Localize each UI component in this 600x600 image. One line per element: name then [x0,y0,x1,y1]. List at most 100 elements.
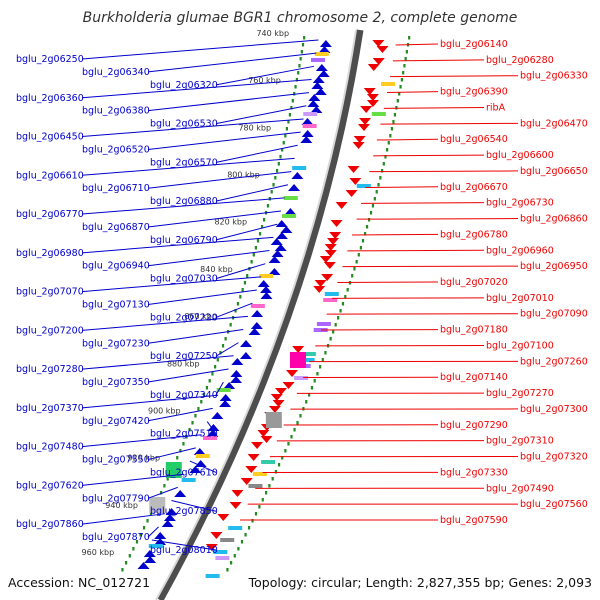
gene-label-forward[interactable]: bglu_2g06320 [150,80,218,91]
scale-tick-mark [256,239,260,243]
gene-leader-line [147,250,270,267]
scale-label: 820 kbp [214,218,247,227]
gene-label-reverse[interactable]: bglu_2g06860 [520,214,588,225]
gene-label-forward[interactable]: bglu_2g07420 [82,416,150,427]
gene-label-reverse[interactable]: bglu_2g07270 [486,388,554,399]
gene-label-forward[interactable]: bglu_2g06380 [82,106,150,117]
gene-leader-line [147,289,257,305]
gene-label-forward[interactable]: bglu_2g07860 [16,519,84,530]
gene-label-forward[interactable]: bglu_2g07370 [16,403,84,414]
scale-tick-mark [230,561,233,565]
gene-label-forward[interactable]: bglu_2g07350 [82,377,150,388]
gene-label-forward[interactable]: bglu_2g07870 [82,532,150,543]
scale-label: 880 kbp [167,359,200,368]
feature-block [302,124,317,128]
gene-label-reverse[interactable]: bglu_2g07560 [520,499,588,510]
gene-label-reverse[interactable]: bglu_2g06140 [440,39,508,50]
gene-label-forward[interactable]: bglu_2g07200 [16,325,84,336]
gene-label-reverse[interactable]: bglu_2g07590 [440,515,508,526]
gene-label-reverse[interactable]: bglu_2g06650 [520,166,588,177]
gene-leader-line [369,170,519,173]
gene-leader-line [147,486,178,499]
forward-gene-arrow [223,382,236,389]
gene-label-forward[interactable]: bglu_2g07610 [150,467,218,478]
gene-label-forward[interactable]: bglu_2g07230 [82,338,150,349]
scale-tick-mark [363,232,367,236]
gene-leader-line [81,157,295,176]
gene-label-reverse[interactable]: bglu_2g06780 [440,229,508,240]
gene-label-reverse[interactable]: ribA [486,102,506,113]
gene-label-reverse[interactable]: bglu_2g07300 [520,404,588,415]
reverse-gene-arrow [292,346,305,353]
gene-label-reverse[interactable]: bglu_2g06670 [440,182,508,193]
reverse-gene-arrow [366,100,379,107]
gene-label-reverse[interactable]: bglu_2g07140 [440,372,508,383]
scale-tick-mark [277,463,281,467]
gene-label-forward[interactable]: bglu_2g07220 [150,312,218,323]
gene-label-forward[interactable]: bglu_2g07280 [16,364,84,375]
gene-label-forward[interactable]: bglu_2g06340 [82,67,150,78]
gene-label-reverse[interactable]: bglu_2g06390 [440,87,508,98]
gene-label-forward[interactable]: bglu_2g06870 [82,222,150,233]
gene-label-forward[interactable]: bglu_2g06360 [16,93,84,104]
gene-leader-line [215,184,289,202]
reverse-gene-arrow [268,406,281,413]
gene-label-reverse[interactable]: bglu_2g07260 [520,356,588,367]
gene-label-reverse[interactable]: bglu_2g06950 [520,261,588,272]
gene-label-reverse[interactable]: bglu_2g06540 [440,134,508,145]
gene-label-forward[interactable]: bglu_2g06450 [16,132,84,143]
gene-label-forward[interactable]: bglu_2g06770 [16,209,84,220]
gene-label-reverse[interactable]: bglu_2g07330 [440,467,508,478]
gene-label-forward[interactable]: bglu_2g07480 [16,442,84,453]
gene-label-forward[interactable]: bglu_2g07550 [82,455,150,466]
gene-label-reverse[interactable]: bglu_2g07180 [440,325,508,336]
forward-gene-arrow [161,520,174,527]
gene-leader-line [171,500,217,512]
gene-label-forward[interactable]: bglu_2g06940 [82,261,150,272]
gene-label-reverse[interactable]: bglu_2g06330 [520,71,588,82]
gene-label-reverse[interactable]: bglu_2g07020 [440,277,508,288]
scale-tick-mark [398,92,401,96]
scale-tick-mark [310,386,314,390]
gene-label-reverse[interactable]: bglu_2g06280 [486,55,554,66]
gene-label-forward[interactable]: bglu_2g06880 [150,196,218,207]
gene-label-forward[interactable]: bglu_2g07340 [150,390,218,401]
gene-label-forward[interactable]: bglu_2g07850 [150,506,218,517]
gene-label-reverse[interactable]: bglu_2g06600 [486,150,554,161]
gene-label-reverse[interactable]: bglu_2g07010 [486,293,554,304]
forward-gene-arrow [275,232,288,239]
gene-label-reverse[interactable]: bglu_2g07290 [440,420,508,431]
gene-label-forward[interactable]: bglu_2g07030 [150,274,218,285]
scale-tick-mark [288,113,292,117]
gene-label-forward[interactable]: bglu_2g06790 [150,235,218,246]
scale-tick-mark [243,281,247,285]
gene-label-reverse[interactable]: bglu_2g07320 [520,452,588,463]
gene-leader-line [147,447,196,461]
gene-label-forward[interactable]: bglu_2g07070 [16,287,84,298]
gene-label-forward[interactable]: bglu_2g06520 [82,144,150,155]
gene-label-reverse[interactable]: bglu_2g07100 [486,340,554,351]
gene-label-forward[interactable]: bglu_2g06570 [150,157,218,168]
gene-label-reverse[interactable]: bglu_2g07490 [486,483,554,494]
gene-label-forward[interactable]: bglu_2g07510 [150,429,218,440]
gene-label-forward[interactable]: bglu_2g06250 [16,54,84,65]
gene-label-reverse[interactable]: bglu_2g06960 [486,245,554,256]
gene-label-forward[interactable]: bglu_2g07250 [150,351,218,362]
gene-label-forward[interactable]: bglu_2g06610 [16,170,84,181]
scale-tick-mark [176,456,179,460]
gene-label-forward[interactable]: bglu_2g08010 [150,545,218,556]
gene-label-forward[interactable]: bglu_2g06710 [82,183,150,194]
forward-gene-arrow [154,532,167,539]
gene-leader-line [342,265,519,268]
gene-label-reverse[interactable]: bglu_2g07090 [520,309,588,320]
forward-gene-arrow [144,556,157,563]
gene-label-forward[interactable]: bglu_2g07790 [82,493,150,504]
gene-label-forward[interactable]: bglu_2g07620 [16,480,84,491]
gene-label-reverse[interactable]: bglu_2g06470 [520,118,588,129]
gene-label-reverse[interactable]: bglu_2g06730 [486,198,554,209]
gene-label-forward[interactable]: bglu_2g06530 [150,119,218,130]
scale-label: 900 kbp [148,406,181,415]
gene-label-reverse[interactable]: bglu_2g07310 [486,436,554,447]
gene-label-forward[interactable]: bglu_2g07130 [82,300,150,311]
gene-label-forward[interactable]: bglu_2g06980 [16,248,84,259]
